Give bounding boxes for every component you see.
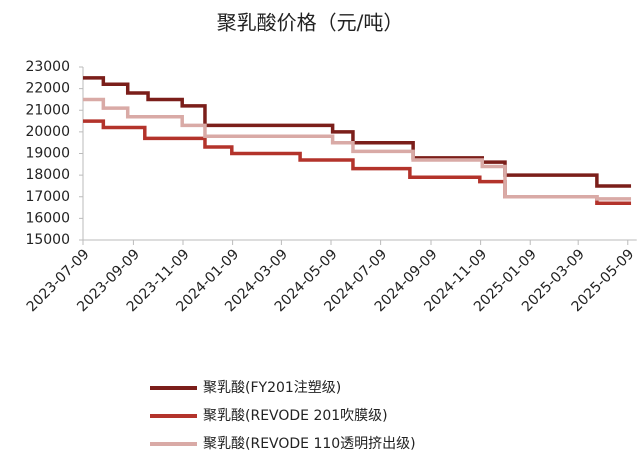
y-tick-label: 15000 bbox=[25, 232, 70, 248]
y-tick-label: 22000 bbox=[25, 81, 70, 97]
y-tick-label: 21000 bbox=[25, 102, 70, 118]
y-tick-label: 23000 bbox=[25, 59, 70, 75]
series-line bbox=[83, 97, 632, 201]
y-tick-label: 20000 bbox=[25, 124, 70, 140]
series-line bbox=[83, 119, 632, 205]
series-line bbox=[83, 76, 632, 188]
legend-label: 聚乳酸(FY201注塑级) bbox=[203, 380, 341, 396]
y-tick-label: 18000 bbox=[25, 167, 70, 183]
legend-label: 聚乳酸(REVODE 201吹膜级) bbox=[203, 408, 388, 424]
legend-label: 聚乳酸(REVODE 110透明挤出级) bbox=[203, 436, 416, 452]
y-tick-label: 16000 bbox=[25, 210, 70, 226]
chart-title: 聚乳酸价格（元/吨） bbox=[217, 11, 404, 35]
y-tick-label: 19000 bbox=[25, 146, 70, 162]
y-tick-label: 17000 bbox=[25, 189, 70, 205]
